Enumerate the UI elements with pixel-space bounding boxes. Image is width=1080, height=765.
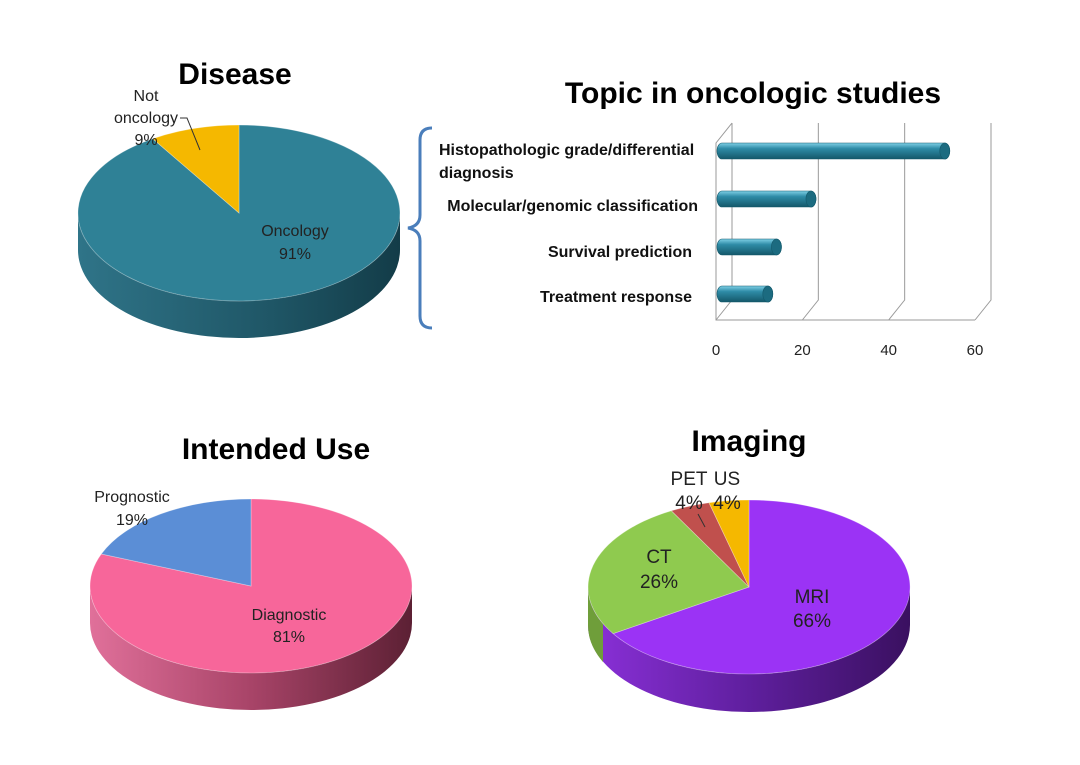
topic-bar — [716, 285, 774, 303]
topic-tick-label: 40 — [880, 342, 897, 359]
topic-gridline — [974, 123, 992, 321]
disease-title: Disease — [178, 58, 291, 91]
imaging-slice-ct — [587, 510, 750, 635]
imaging-label-ct: CT — [646, 547, 672, 568]
intended-use-side — [90, 586, 412, 710]
topic-tick-label: 0 — [712, 342, 720, 359]
imaging-chart: Imaging MRI 66% CT 26% PET 4% US 4% — [587, 425, 911, 712]
imaging-label-us: US — [714, 469, 740, 490]
imaging-slice-mri — [612, 499, 911, 675]
intended-use-pct-prognostic: 19% — [116, 512, 148, 529]
topic-tick-label: 60 — [967, 342, 984, 359]
intended-use-slices — [89, 498, 413, 674]
imaging-side-ct — [587, 587, 603, 662]
topic-tick-label: 20 — [794, 342, 811, 359]
intended-use-chart: Intended Use Diagnostic 81% Prognostic 1… — [89, 433, 413, 710]
disease-label-not-oncology-2: oncology — [114, 110, 178, 127]
imaging-title: Imaging — [691, 425, 806, 458]
intended-use-label-prognostic: Prognostic — [94, 489, 170, 506]
topic-cat-1-line1: Histopathologic grade/differential — [439, 142, 694, 159]
imaging-pct-us: 4% — [713, 493, 741, 514]
disease-pct-oncology: 91% — [279, 246, 311, 263]
intended-use-pct-diagnostic: 81% — [273, 629, 305, 646]
disease-slices — [77, 124, 401, 302]
imaging-side — [588, 587, 910, 712]
topic-bar — [716, 238, 782, 256]
topic-title: Topic in oncologic studies — [565, 77, 941, 110]
imaging-slices — [587, 499, 911, 675]
topic-cat-2: Molecular/genomic classification — [447, 198, 698, 215]
topic-ticks: 0 20 40 60 — [712, 342, 984, 359]
intended-use-label-diagnostic: Diagnostic — [252, 607, 327, 624]
imaging-pct-mri: 66% — [793, 611, 831, 632]
topic-cat-1-line2: diagnosis — [439, 165, 514, 182]
brace-connector — [407, 126, 433, 330]
imaging-slice-pet — [670, 502, 750, 588]
topic-bar-cap — [771, 238, 782, 256]
imaging-pct-pet: 4% — [675, 493, 703, 514]
topic-chart: Topic in oncologic studies 0 20 40 60 Histo… — [439, 77, 992, 359]
topic-gridline — [801, 123, 819, 321]
disease-chart: Disease Oncology 91% Not oncology 9% — [77, 58, 401, 338]
imaging-label-mri: MRI — [795, 587, 830, 608]
topic-plot-frame — [715, 122, 992, 321]
disease-leader-line — [180, 117, 201, 151]
disease-slice-oncology — [77, 124, 401, 302]
disease-label-not-oncology-1: Not — [134, 88, 159, 105]
imaging-leader-pet — [697, 513, 706, 528]
topic-bar-body — [716, 142, 951, 160]
topic-bar — [716, 142, 951, 160]
disease-slice-not-oncology — [151, 124, 240, 214]
topic-cat-3: Survival prediction — [548, 244, 692, 261]
topic-bar-cap — [939, 142, 951, 160]
disease-label-oncology: Oncology — [261, 223, 329, 240]
disease-pct-not-oncology: 9% — [134, 132, 157, 149]
topic-bar-cap — [762, 285, 774, 303]
imaging-label-pet: PET — [671, 469, 708, 490]
imaging-slice-us — [708, 499, 750, 588]
topic-bar — [716, 190, 817, 208]
topic-bars — [716, 142, 951, 303]
imaging-pct-ct: 26% — [640, 572, 678, 593]
topic-bar-body — [716, 190, 817, 208]
intended-use-slice-diagnostic — [89, 498, 413, 674]
intended-use-title: Intended Use — [182, 433, 370, 466]
topic-cat-4: Treatment response — [540, 289, 692, 306]
topic-gridline — [888, 123, 906, 321]
topic-bar-cap — [805, 190, 817, 208]
disease-side — [78, 213, 400, 338]
intended-use-slice-prognostic — [100, 498, 252, 587]
topic-axis — [715, 122, 975, 321]
